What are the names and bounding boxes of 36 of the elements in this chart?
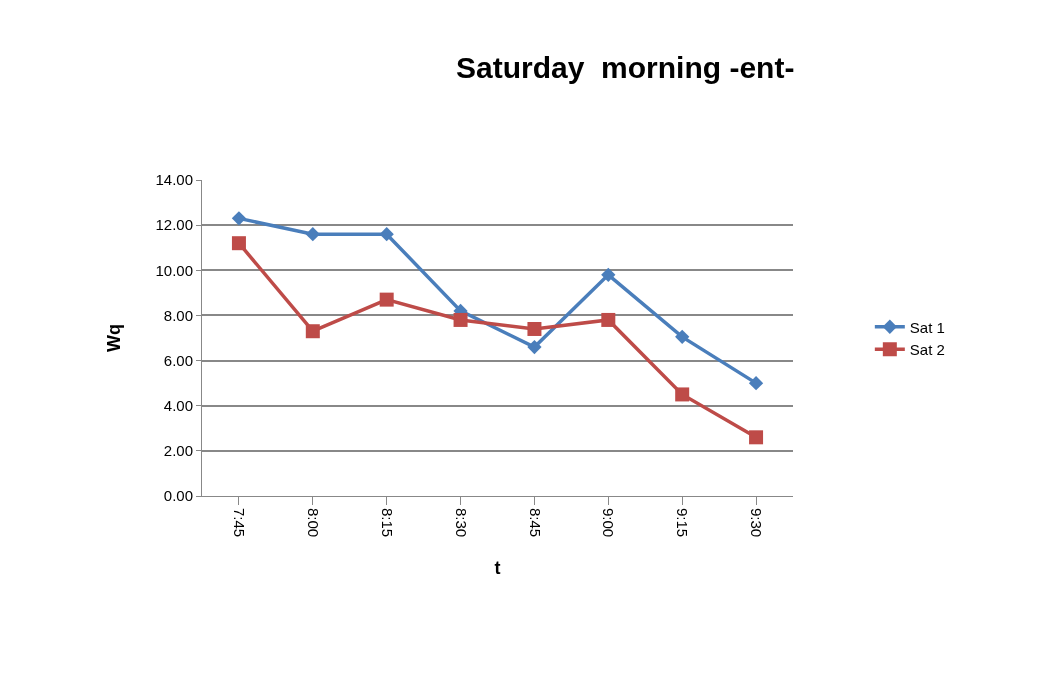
point bbox=[749, 430, 764, 445]
y-tick-label: 6.00 bbox=[163, 351, 193, 369]
x-tick-label: 8:45 bbox=[526, 508, 544, 538]
y-tick-label: 2.00 bbox=[163, 442, 193, 460]
y-axis-title: Wq bbox=[103, 324, 124, 352]
x-tick-label: 8:30 bbox=[452, 508, 470, 538]
x-axis-title: t bbox=[494, 558, 501, 579]
x-tick-label: 9:00 bbox=[600, 508, 618, 538]
point bbox=[379, 227, 394, 242]
y-tick-label: 12.00 bbox=[155, 216, 193, 234]
point bbox=[675, 329, 690, 345]
point bbox=[379, 292, 394, 307]
point bbox=[305, 324, 320, 339]
y-tick-label: 8.00 bbox=[163, 306, 193, 324]
point bbox=[453, 312, 468, 327]
x-tick-label: 8:15 bbox=[378, 508, 396, 538]
legend-label: Sat 2 bbox=[909, 341, 945, 359]
point bbox=[601, 312, 616, 327]
x-tick-label: 9:15 bbox=[674, 508, 692, 538]
x-tick-label: 7:45 bbox=[231, 508, 249, 538]
y-tick-label: 0.00 bbox=[163, 487, 193, 505]
point bbox=[527, 339, 542, 355]
point bbox=[231, 211, 247, 226]
point bbox=[601, 267, 616, 282]
y-tick-label: 14.00 bbox=[155, 171, 193, 189]
point bbox=[305, 227, 320, 242]
legend-label: Sat 1 bbox=[909, 318, 945, 336]
x-tick-label: 9:30 bbox=[748, 508, 766, 538]
x-tick-label: 8:00 bbox=[304, 508, 322, 538]
y-tick-label: 4.00 bbox=[163, 396, 193, 414]
point bbox=[748, 375, 764, 391]
chart-title: Saturday morning -ent- bbox=[456, 50, 795, 84]
point bbox=[675, 387, 690, 402]
y-tick-label: 10.00 bbox=[155, 261, 193, 279]
point bbox=[527, 321, 542, 336]
point bbox=[231, 236, 246, 251]
